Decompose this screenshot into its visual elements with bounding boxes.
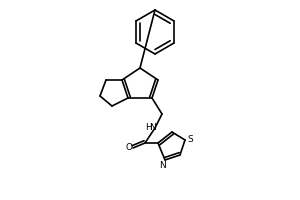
Text: O: O <box>125 144 133 152</box>
Text: N: N <box>160 160 167 170</box>
Text: S: S <box>187 136 193 144</box>
Text: N: N <box>148 123 155 132</box>
Text: H: H <box>145 123 152 132</box>
